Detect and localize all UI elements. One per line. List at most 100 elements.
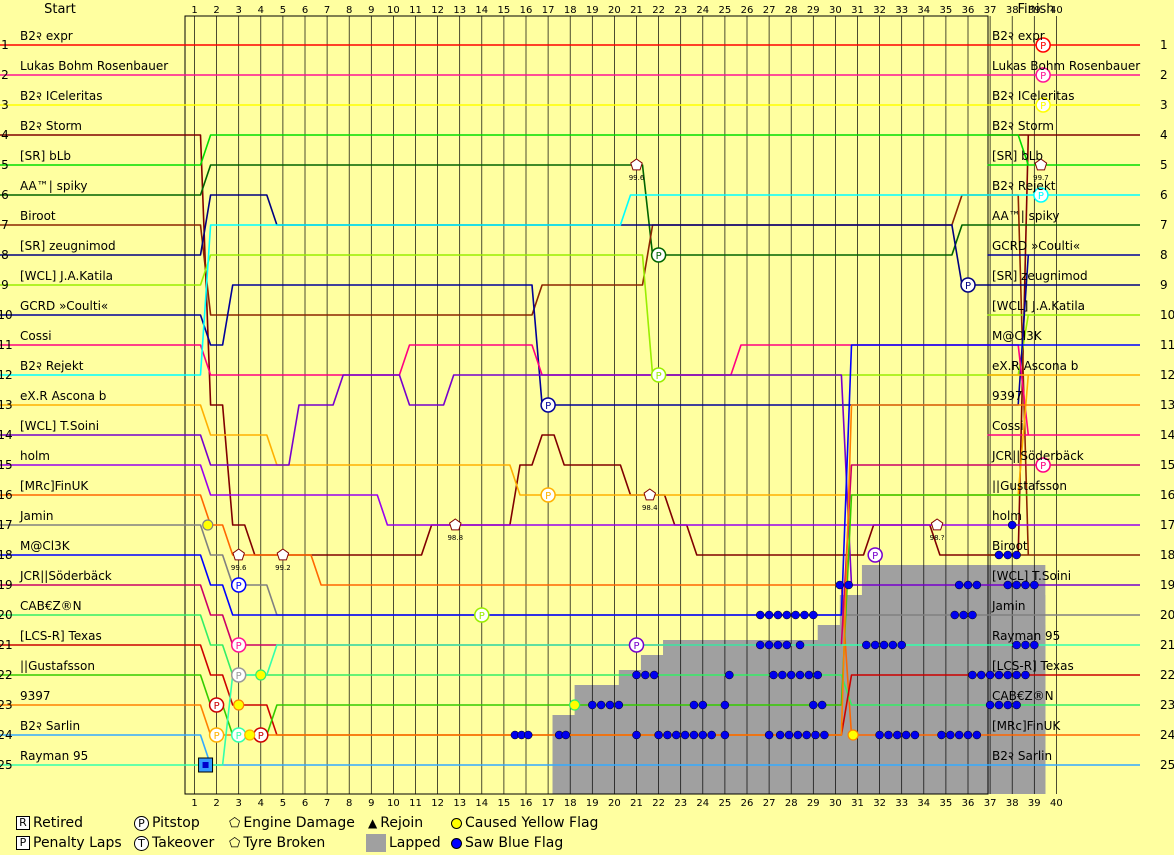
pitstop-marker [474, 607, 490, 623]
lap-tick-label-bottom: 23 [674, 798, 687, 809]
pitstop-marker [650, 367, 667, 383]
legend-rejoin-label: Rejoin [380, 815, 424, 831]
series-line [0, 404, 1140, 736]
blue-flag-dot [1012, 640, 1021, 650]
lap-tick-label-bottom: 32 [873, 798, 886, 809]
pitstop-marker-letter: P [965, 281, 971, 292]
position-label-left: 10 [0, 308, 13, 322]
finish-driver-label: Rayman 95 [992, 629, 1060, 643]
pitstop-marker-letter: P [236, 581, 242, 592]
lap-tick-label-top: 37 [984, 5, 997, 16]
lap-tick-label-top: 10 [387, 5, 400, 16]
lap-tick-label-bottom: 25 [719, 798, 732, 809]
position-label-left: 25 [0, 758, 13, 772]
lap-tick-label-top: 9 [368, 5, 374, 16]
engine-damage-icon: ⬠ [229, 815, 241, 831]
blue-flag-dot [632, 670, 641, 680]
position-label-right: 5 [1160, 158, 1168, 172]
finish-driver-label: [SR] bLb [992, 149, 1043, 163]
blue-flag-dot [985, 700, 995, 710]
blue-flag-dot [654, 730, 663, 740]
position-label-left: 15 [0, 458, 13, 472]
blue-flag-dot [968, 610, 977, 620]
lap-tick-label-bottom: 31 [851, 798, 864, 809]
pitstop-marker-letter: P [633, 641, 639, 652]
position-label-left: 1 [1, 38, 9, 52]
lap-tick-label-top: 23 [674, 5, 687, 16]
finish-driver-label: Biroot [992, 539, 1028, 553]
lap-tick-label-bottom: 12 [431, 798, 444, 809]
position-label-right: 2 [1160, 68, 1168, 82]
yellow-flag-marker [202, 519, 214, 531]
lap-tick-label-top: 34 [917, 5, 930, 16]
retired-marker-inner [202, 762, 209, 768]
lap-tick-label-bottom: 34 [917, 798, 930, 809]
event-markers: P P P P P P P P P P P P P P P P P P P P 99.6 99.7 98.4 98.8 98.?… [198, 37, 1051, 773]
blue-flag-dot [769, 670, 778, 680]
lap-tick-label-top: 12 [431, 5, 444, 16]
blue-flag-dot [1012, 580, 1021, 590]
pitstop-marker [230, 577, 247, 593]
blue-flag-dot [689, 730, 699, 740]
pitstop-marker [960, 277, 976, 293]
lap-tick-label-bottom: 29 [807, 798, 820, 809]
finish-driver-label: eX.R Ascona b [992, 359, 1078, 373]
blue-flag-dot [972, 580, 982, 590]
pitstop-marker-letter: P [258, 731, 264, 742]
position-label-right: 19 [1160, 578, 1174, 592]
blue-flag-dot [764, 610, 774, 620]
blue-flag-dot [879, 640, 889, 650]
blue-flag-dot [897, 640, 906, 650]
yellow-flag-marker [233, 699, 245, 711]
blue-flag-dot [959, 610, 968, 620]
blue-flag-dot [1030, 580, 1039, 590]
blue-flag-dot [775, 730, 785, 740]
series-line [0, 164, 1140, 256]
blue-flag-dot [901, 730, 911, 740]
series-line [0, 134, 1140, 166]
position-label-right: 21 [1160, 638, 1174, 652]
blue-flag-dot [862, 640, 871, 650]
pitstop-marker [230, 667, 247, 683]
position-label-right: 9 [1160, 278, 1168, 292]
lap-tick-label-top: 29 [807, 5, 820, 16]
finish-driver-label: [WCL] T.Soini [992, 569, 1071, 583]
engine-damage-value: 99.7 [1033, 174, 1049, 182]
finish-driver-label: B2२ Rejekt [992, 179, 1056, 193]
lap-tick-label-bottom: 14 [475, 798, 488, 809]
finish-driver-label: B2२ ICeleritas [992, 89, 1075, 103]
blue-flag-dot [791, 610, 800, 620]
blue-flag-dot [641, 670, 650, 680]
lap-tick-label-bottom: 40 [1050, 798, 1063, 809]
lap-tick-label-bottom: 10 [387, 798, 400, 809]
finish-driver-label: Cossi [992, 419, 1024, 433]
lap-tick-label-top: 20 [608, 5, 621, 16]
blue-flag-dot [972, 730, 982, 740]
blue-flag-dot [725, 670, 734, 680]
blue-flag-dot [784, 730, 794, 740]
lap-tick-label-top: 6 [302, 5, 308, 16]
position-label-right: 10 [1160, 308, 1174, 322]
blue-flag-dot [649, 670, 659, 680]
lap-tick-label-bottom: 3 [236, 798, 242, 809]
position-label-left: 11 [0, 338, 13, 352]
lap-tick-label-top: 30 [829, 5, 842, 16]
blue-flag-dot [809, 610, 818, 620]
pitstop-marker-letter: P [545, 491, 551, 502]
position-label-left: 4 [1, 128, 9, 142]
legend-blue: Saw Blue Flag [451, 835, 563, 851]
series-line [0, 194, 1140, 376]
lap-tick-label-bottom: 8 [346, 798, 352, 809]
legend-takeover-label: Takeover [152, 835, 215, 851]
blue-flag-dot [795, 670, 805, 680]
blue-flag-dot [773, 610, 783, 620]
blue-flag-dot [888, 640, 898, 650]
start-driver-label: 9397 [20, 689, 51, 703]
blue-flag-dot [663, 730, 672, 740]
series-line [0, 464, 1140, 526]
lap-tick-label-bottom: 26 [741, 798, 754, 809]
position-label-right: 1 [1160, 38, 1168, 52]
series-line [0, 254, 1140, 376]
start-driver-label: B2२ ICeleritas [20, 89, 103, 103]
blue-flag-dot [968, 670, 977, 680]
